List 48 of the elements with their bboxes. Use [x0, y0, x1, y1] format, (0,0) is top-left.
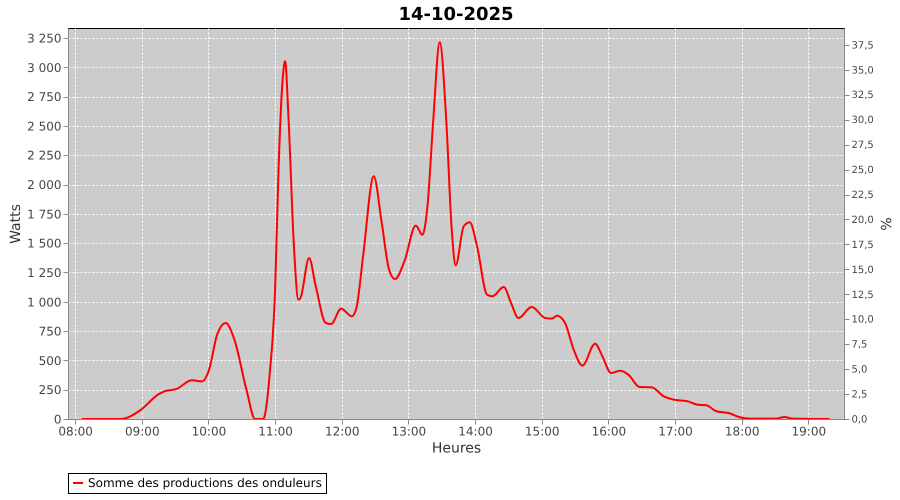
- y2-axis-title: %: [876, 217, 893, 231]
- y-tick-label: 750: [38, 324, 62, 339]
- chart-title: 14-10-2025: [398, 4, 514, 25]
- y-tick-label: 2 000: [27, 178, 62, 192]
- x-tick-label: 18:00: [724, 424, 760, 438]
- y-tick-label: 2 750: [27, 90, 62, 104]
- y2-tick-label: 25,0: [852, 165, 874, 176]
- y2-tick-label: 20,0: [852, 214, 874, 226]
- y2-tick-label: 17,5: [852, 240, 874, 251]
- line-series: [80, 41, 831, 419]
- y2-tick-label: 7,5: [852, 340, 868, 351]
- y2-tick-label: 27,5: [852, 140, 874, 152]
- x-tick-label: 09:00: [124, 424, 160, 438]
- y-tick-label: 1 000: [27, 295, 62, 310]
- x-tick-label: 16:00: [592, 424, 626, 438]
- x-tick-label: 11:00: [258, 424, 293, 438]
- y-tick-label: 1 500: [27, 236, 62, 251]
- x-tick-label: 14:00: [458, 424, 493, 438]
- y-tick-label: 2 250: [27, 148, 62, 163]
- x-tick-label: 12:00: [324, 424, 360, 438]
- y-tick-label: 1 750: [27, 207, 62, 222]
- y2-tick-label: 22,5: [852, 190, 874, 202]
- y-tick-label: 3 250: [27, 31, 62, 46]
- y2-tick-label: 32,5: [852, 90, 874, 102]
- y2-tick-label: 30,0: [852, 115, 874, 126]
- y-tick-label: 1 250: [27, 266, 62, 280]
- y-tick-label: 3 000: [27, 60, 62, 75]
- y-tick-label: 2 500: [27, 119, 62, 134]
- y2-tick-label: 15,0: [852, 264, 874, 276]
- x-tick-label: 10:00: [192, 424, 226, 438]
- y-tick-label: 500: [38, 354, 62, 368]
- x-tick-label: 08:00: [58, 424, 93, 438]
- x-tick-label: 19:00: [792, 424, 826, 438]
- y2-tick-label: 0,0: [852, 414, 868, 426]
- y-tick-label: 0: [54, 412, 62, 426]
- y-axis-title: Watts: [8, 204, 24, 244]
- y2-tick-label: 5,0: [852, 364, 868, 376]
- x-tick-label: 17:00: [658, 424, 693, 438]
- y2-tick-label: 35,0: [852, 65, 874, 76]
- legend-label: Somme des productions des onduleurs: [88, 476, 322, 490]
- y2-tick-label: 2,5: [852, 390, 868, 401]
- y-tick-label: 250: [38, 383, 62, 398]
- y2-tick-label: 37,5: [852, 40, 874, 52]
- y2-tick-label: 12,5: [852, 290, 874, 301]
- x-tick-label: 13:00: [392, 424, 426, 438]
- x-axis-title: Heures: [432, 440, 482, 456]
- y2-tick-label: 10,0: [852, 314, 874, 326]
- x-tick-label: 15:00: [524, 424, 560, 438]
